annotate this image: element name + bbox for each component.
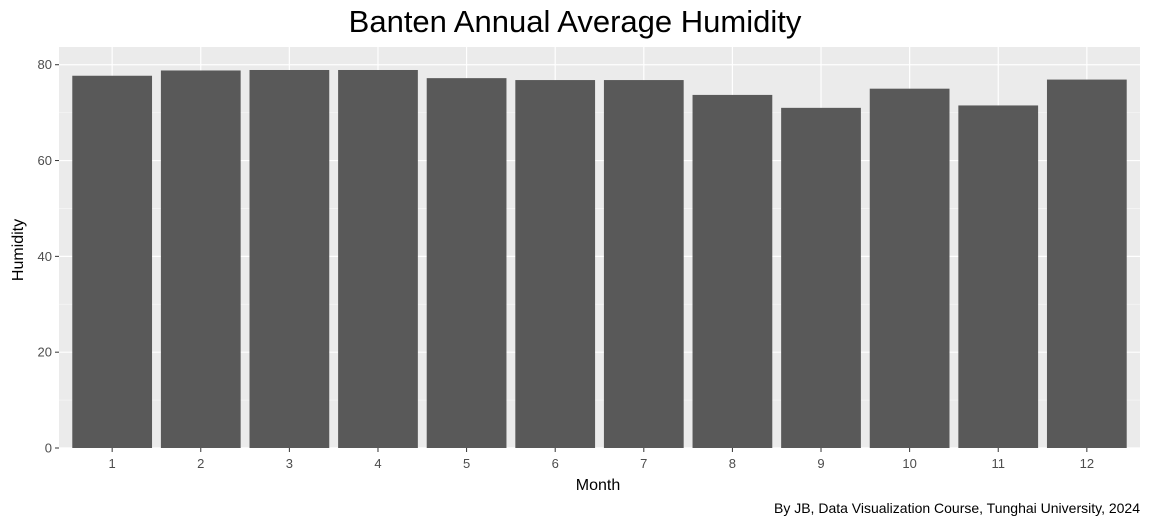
bar-month-1 bbox=[72, 75, 153, 449]
bar-month-12 bbox=[1046, 79, 1127, 449]
y-tick-label: 60 bbox=[38, 153, 52, 168]
bar-month-2 bbox=[160, 70, 241, 448]
y-tick-label: 20 bbox=[38, 345, 52, 360]
bar-month-8 bbox=[692, 94, 773, 448]
x-tick-label: 11 bbox=[991, 456, 1005, 471]
x-tick-label: 12 bbox=[1080, 456, 1094, 471]
x-tick-label: 7 bbox=[640, 456, 647, 471]
chart-caption: By JB, Data Visualization Course, Tungha… bbox=[773, 500, 1140, 516]
y-tick-label: 80 bbox=[38, 57, 52, 72]
y-tick-label: 0 bbox=[45, 441, 52, 456]
bar-month-5 bbox=[426, 78, 507, 448]
x-tick-label: 6 bbox=[552, 456, 559, 471]
y-axis-title: Humidity bbox=[10, 219, 27, 281]
bar-month-4 bbox=[338, 69, 418, 449]
bar-month-9 bbox=[781, 107, 861, 449]
x-tick-label: 2 bbox=[197, 456, 204, 471]
bars bbox=[72, 69, 1127, 449]
bar-month-6 bbox=[515, 80, 596, 449]
bar-month-3 bbox=[249, 69, 330, 449]
x-tick-label: 9 bbox=[817, 456, 824, 471]
x-tick-label: 10 bbox=[902, 456, 916, 471]
x-tick-label: 1 bbox=[109, 456, 116, 471]
x-tick-label: 3 bbox=[286, 456, 293, 471]
y-tick-label: 40 bbox=[38, 249, 52, 264]
x-tick-label: 5 bbox=[463, 456, 470, 471]
x-axis-title: Month bbox=[576, 477, 620, 494]
y-axis: 0 20 40 60 80 bbox=[38, 57, 59, 456]
bar-month-7 bbox=[603, 80, 684, 449]
x-tick-label: 4 bbox=[374, 456, 381, 471]
x-tick-label: 8 bbox=[729, 456, 736, 471]
bar-month-10 bbox=[869, 88, 950, 448]
bar-month-11 bbox=[958, 105, 1039, 449]
x-axis: 1 2 3 4 5 6 7 8 9 10 11 12 bbox=[109, 448, 1094, 471]
chart-title: Banten Annual Average Humidity bbox=[348, 4, 802, 39]
